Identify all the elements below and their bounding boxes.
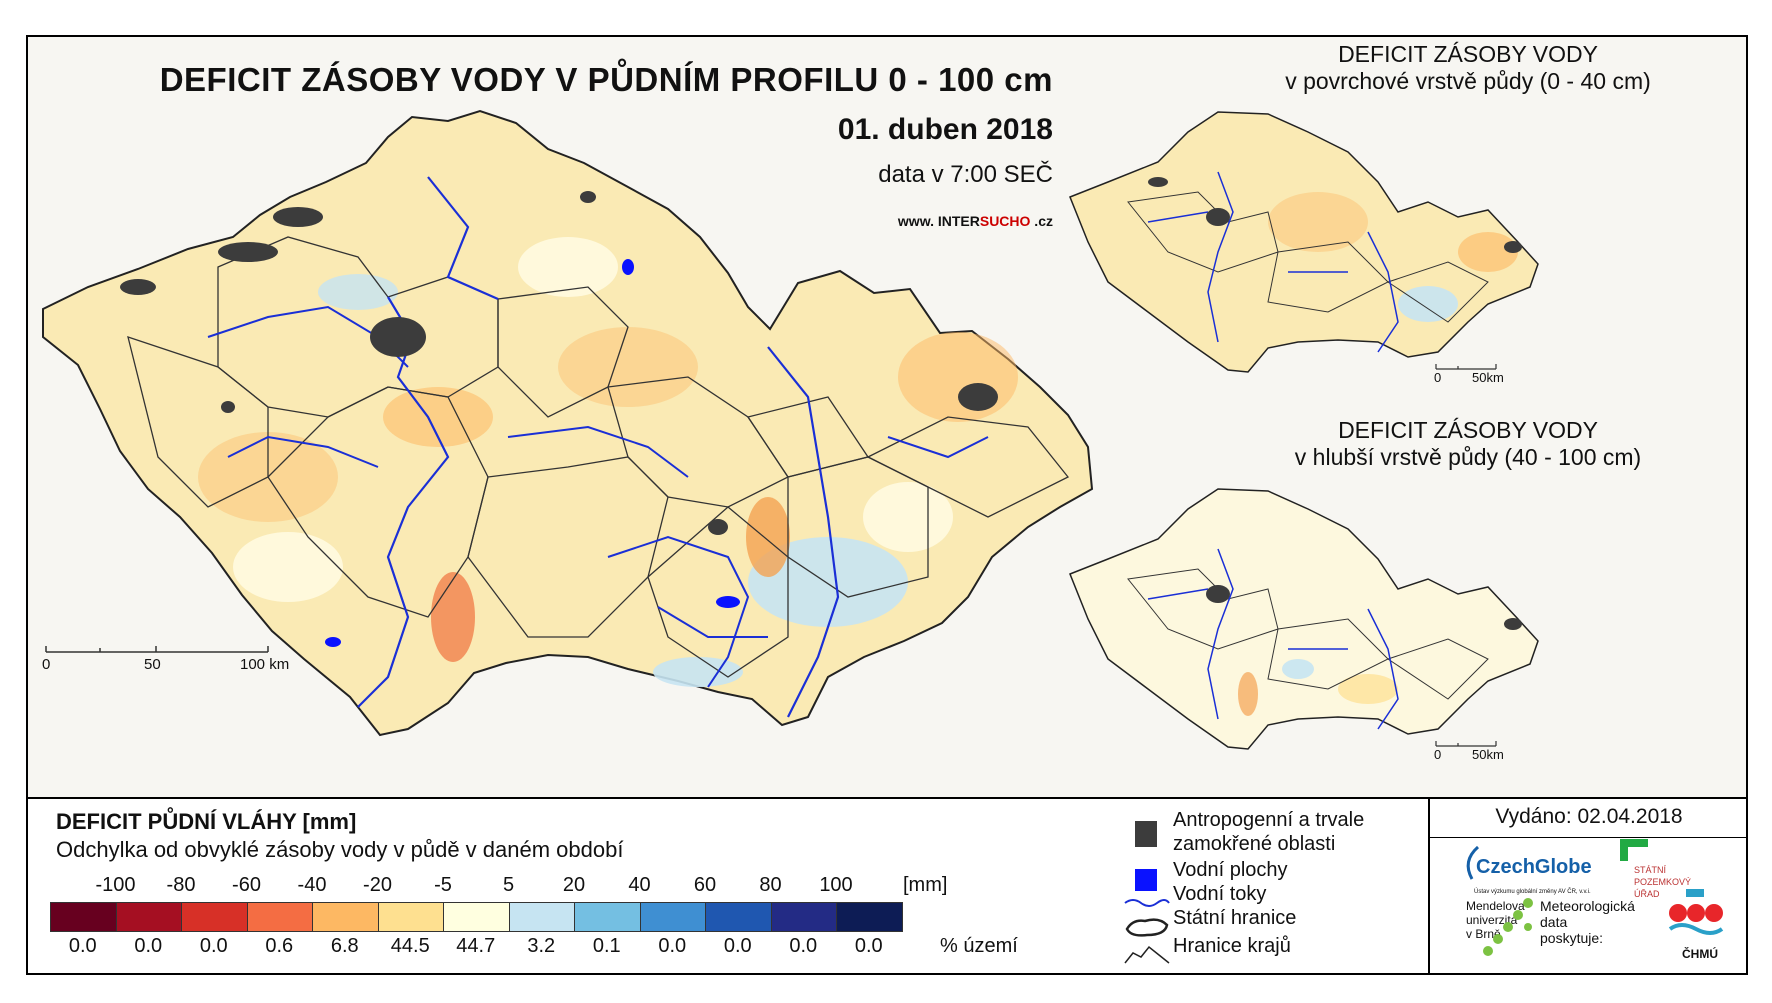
symbol-icons — [1124, 821, 1170, 964]
chmu-label: ČHMÚ — [1682, 947, 1718, 961]
inset-top-scale-0: 0 — [1434, 370, 1442, 385]
legend-break-8: 40 — [628, 874, 651, 896]
main-scale-bar — [45, 646, 269, 653]
issued-date: Vydáno: 02.04.2018 — [1430, 797, 1748, 838]
anthropogenic-swatch-icon — [1135, 821, 1157, 847]
legend-break-9: 60 — [693, 874, 717, 896]
legend-water-bodies: Vodní plochy — [1173, 859, 1288, 881]
legend-swatch-4 — [312, 902, 379, 932]
legend-break-7: 20 — [562, 874, 586, 896]
legend-swatch-0 — [50, 902, 117, 932]
inset-bottom-scale-0: 0 — [1434, 747, 1442, 762]
legend-percent-12: 0.0 — [854, 935, 883, 957]
legend-rivers: Vodní toky — [1173, 883, 1267, 905]
inset-bottom-map — [1069, 488, 1539, 750]
legend-break-11: 100 — [819, 874, 853, 896]
legend-break-4: -20 — [363, 874, 392, 896]
inset-top-map — [1069, 111, 1539, 373]
czechglobe-logo-text: CzechGlobe — [1476, 856, 1592, 878]
inset-bottom-title: DEFICIT ZÁSOBY VODY v hlubší vrstvě půdy… — [1208, 417, 1728, 471]
legend-percent-8: 0.1 — [592, 935, 621, 957]
legend-swatch-12 — [836, 902, 903, 932]
mendel-line3: v Brně — [1466, 927, 1501, 941]
legend-break-0: -100 — [95, 874, 136, 896]
main-map — [42, 109, 1094, 737]
inset-top-title: DEFICIT ZÁSOBY VODY v povrchové vrstvě p… — [1208, 41, 1728, 95]
legend-percent-6: 44.7 — [456, 935, 496, 957]
legend-title: DEFICIT PŮDNÍ VLÁHY [mm] — [56, 809, 357, 834]
legend-percent-9: 0.0 — [658, 935, 687, 957]
szu-line2: POZEMKOVÝ — [1634, 877, 1692, 887]
legend-percent-3: 0.6 — [265, 935, 294, 957]
szu-logo-icon — [1620, 839, 1648, 861]
website-suffix: .cz — [1030, 213, 1053, 229]
website-label[interactable]: www. INTERSUCHO .cz — [828, 213, 1053, 229]
legend-state-border: Státní hranice — [1173, 907, 1297, 929]
legend-swatch-10 — [705, 902, 772, 932]
state-border-icon — [1125, 918, 1169, 937]
legend-swatch-2 — [181, 902, 248, 932]
legend-unit: [mm] — [903, 874, 948, 896]
legend-region-border: Hranice krajů — [1173, 935, 1291, 957]
legend-break-10: 80 — [759, 874, 782, 896]
legend-swatch-9 — [639, 902, 706, 932]
legend-swatch-8 — [574, 902, 641, 932]
legend-swatch-11 — [770, 902, 837, 932]
inset-bottom-scale-50: 50km — [1472, 747, 1504, 762]
legend-percent-2: 0.0 — [199, 935, 228, 957]
mendel-line1: Mendelova — [1466, 899, 1525, 913]
legend-subtitle: Odchylka od obvyklé zásoby vody v půdě v… — [56, 837, 624, 862]
meteo-line3: poskytuje: — [1540, 930, 1604, 946]
website-highlight: SUCHO — [979, 213, 1031, 229]
main-scale-label-50: 50 — [144, 656, 161, 673]
inset-top-scale-50: 50km — [1472, 370, 1504, 385]
website-prefix: www. INTER — [897, 213, 980, 229]
water-body-swatch-icon — [1135, 869, 1157, 891]
inset-top-title-line1: DEFICIT ZÁSOBY VODY — [1338, 41, 1598, 67]
river-line-icon — [1124, 899, 1170, 907]
legend-percent-label: % území — [940, 935, 1018, 957]
legend-swatch-6 — [443, 902, 510, 932]
legend-break-2: -60 — [232, 874, 261, 896]
main-title: DEFICIT ZÁSOBY VODY V PŮDNÍM PROFILU 0 -… — [159, 61, 1053, 98]
czechglobe-logo: CzechGlobe — [1466, 845, 1592, 880]
legend-break-5: -5 — [434, 874, 452, 896]
szu-line3: ÚŘAD — [1634, 889, 1660, 899]
map-area: DEFICIT ZÁSOBY VODY V PŮDNÍM PROFILU 0 -… — [28, 37, 1746, 799]
map-date: 01. duben 2018 — [837, 113, 1053, 146]
legend-swatch-3 — [246, 902, 313, 932]
legend-percent-1: 0.0 — [134, 935, 163, 957]
map-frame: DEFICIT ZÁSOBY VODY V PŮDNÍM PROFILU 0 -… — [26, 35, 1748, 975]
legend-percent-5: 44.5 — [390, 935, 430, 957]
czechglobe-subtitle: Ústav výzkumu globální změny AV ČR, v.v.… — [1474, 889, 1591, 895]
legend-percent-0: 0.0 — [68, 935, 97, 957]
inset-bottom-title-line1: DEFICIT ZÁSOBY VODY — [1338, 417, 1598, 443]
legend-break-6: 5 — [502, 874, 515, 896]
legend-swatch-5 — [377, 902, 444, 932]
data-time: data v 7:00 SEČ — [878, 161, 1053, 188]
main-scale-label-100: 100 km — [240, 656, 290, 673]
legend-percent-7: 3.2 — [527, 935, 556, 957]
meteo-line2: data — [1540, 914, 1568, 930]
legend-percent-4: 6.8 — [330, 935, 359, 957]
inset-bottom-title-line2: v hlubší vrstvě půdy (40 - 100 cm) — [1294, 444, 1642, 470]
legend-anthropogenic-line2: zamokřené oblasti — [1173, 833, 1336, 855]
meteo-line1: Meteorologická — [1540, 898, 1635, 914]
inset-top-title-line2: v povrchové vrstvě půdy (0 - 40 cm) — [1285, 68, 1651, 94]
region-border-icon — [1124, 945, 1170, 964]
legend-percent-10: 0.0 — [723, 935, 752, 957]
chmu-logo-icon — [1668, 889, 1724, 935]
legend-swatch-7 — [508, 902, 575, 932]
legend-break-1: -80 — [166, 874, 196, 896]
legend-anthropogenic-line1: Antropogenní a trvale — [1173, 809, 1365, 831]
legend-swatch-1 — [115, 902, 182, 932]
mendel-logo-icon — [1483, 898, 1533, 956]
legend-percent-11: 0.0 — [789, 935, 818, 957]
szu-line1: STÁTNÍ — [1634, 865, 1667, 875]
main-scale-label-0: 0 — [42, 656, 51, 673]
legend-break-3: -40 — [297, 874, 327, 896]
credits-box: Vydáno: 02.04.2018 CzechGlobe Ústav výzk… — [1428, 797, 1748, 973]
